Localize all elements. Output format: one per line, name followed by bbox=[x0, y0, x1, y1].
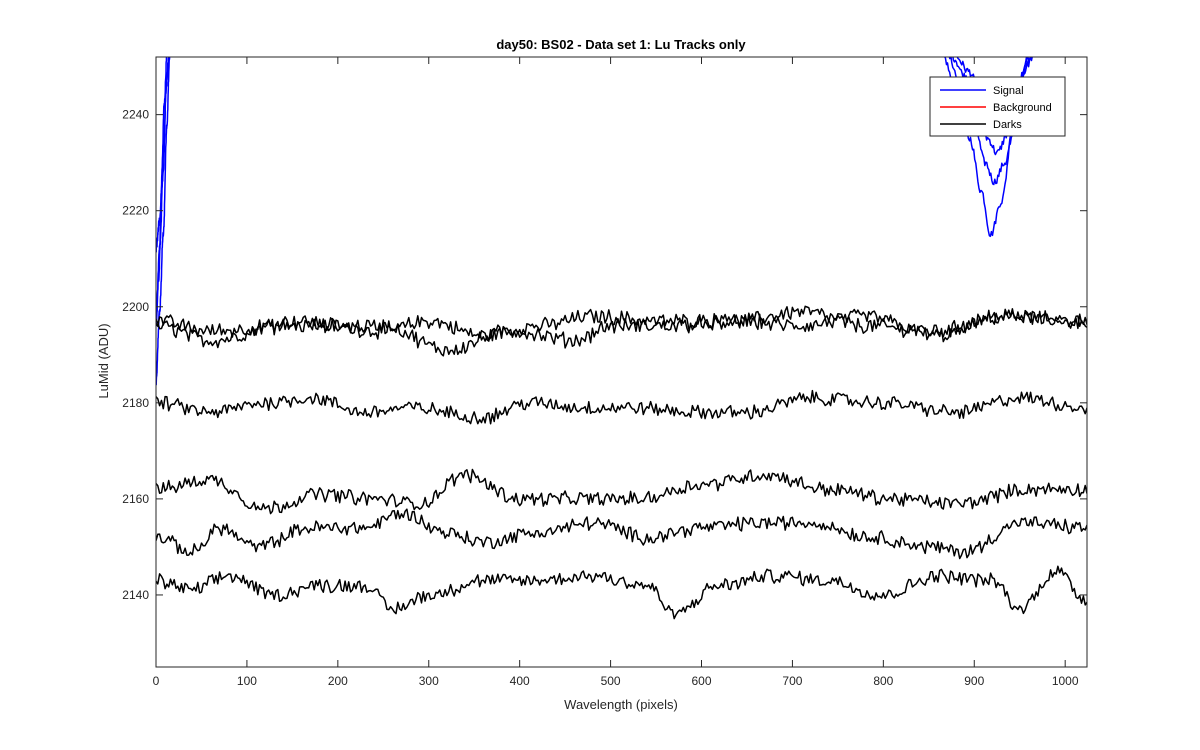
x-tick-label: 500 bbox=[601, 674, 621, 688]
x-tick-label: 300 bbox=[419, 674, 439, 688]
series-line-darks-2 bbox=[156, 308, 1087, 357]
y-tick-label: 2220 bbox=[122, 204, 149, 218]
series-layer bbox=[156, 57, 1087, 620]
series-line-darks-5 bbox=[156, 508, 1087, 560]
y-tick-label: 2180 bbox=[122, 396, 149, 410]
x-tick-label: 600 bbox=[691, 674, 711, 688]
series-line-darks-6 bbox=[156, 565, 1087, 620]
x-tick-label: 900 bbox=[964, 674, 984, 688]
legend-label-darks: Darks bbox=[993, 119, 1022, 131]
x-axis-title: Wavelength (pixels) bbox=[564, 697, 678, 712]
x-tick-label: 100 bbox=[237, 674, 257, 688]
y-tick-label: 2160 bbox=[122, 492, 149, 506]
y-tick-label: 2240 bbox=[122, 108, 149, 122]
plot-frame bbox=[155, 56, 1088, 668]
series-line-signal-1 bbox=[156, 57, 171, 386]
x-tick-label: 0 bbox=[153, 674, 160, 688]
legend-label-signal: Signal bbox=[993, 85, 1024, 97]
y-tick-label: 2140 bbox=[122, 588, 149, 602]
chart-title: day50: BS02 - Data set 1: Lu Tracks only bbox=[496, 37, 746, 52]
series-line-darks-3 bbox=[156, 389, 1087, 425]
legend-label-background: Background bbox=[993, 102, 1052, 114]
y-axis: 2140 2160 2180 2200 2220 2240 bbox=[122, 108, 1087, 602]
x-axis: 0 100 200 300 400 500 600 700 800 900 1000 bbox=[153, 57, 1079, 688]
x-tick-label: 400 bbox=[510, 674, 530, 688]
series-line-signal-4 bbox=[156, 57, 168, 327]
x-tick-label: 1000 bbox=[1052, 674, 1079, 688]
series-line-darks-4 bbox=[156, 468, 1087, 515]
plot-area bbox=[156, 57, 1087, 667]
y-axis-title: LuMid (ADU) bbox=[96, 323, 111, 398]
x-tick-label: 200 bbox=[328, 674, 348, 688]
x-tick-label: 800 bbox=[873, 674, 893, 688]
legend: Signal Background Darks bbox=[929, 76, 1066, 137]
x-tick-label: 700 bbox=[782, 674, 802, 688]
y-tick-label: 2200 bbox=[122, 300, 149, 314]
